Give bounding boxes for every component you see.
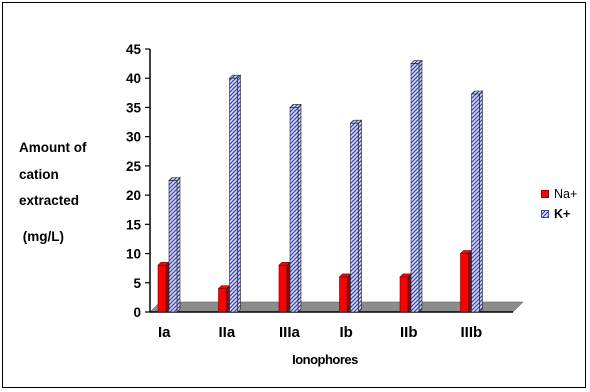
- chart-frame: Amount of cation extracted (mg/L) 0 5 10 15…: [2, 2, 586, 388]
- y-tick-label-20: 20: [126, 188, 141, 203]
- x-tick-label-Ib: Ib: [340, 324, 353, 341]
- x-axis-label: Ionophores: [292, 352, 358, 367]
- y-axis-label-line-4: (mg/L): [19, 229, 64, 244]
- y-tick-label-45: 45: [126, 42, 142, 57]
- legend: Na+ K+: [541, 184, 577, 224]
- bar-na-Ia: [157, 261, 170, 313]
- y-tick-label-0: 0: [133, 305, 141, 320]
- bar-k-Ib: [349, 119, 363, 313]
- bar-na-IIa: [217, 284, 231, 313]
- legend-swatch-na: [541, 190, 549, 198]
- x-tick-label-IIIb: IIIb: [461, 324, 483, 341]
- bar-k-Ia: [168, 176, 181, 313]
- legend-label-na: Na+: [554, 187, 578, 201]
- bar-k-IIIb: [470, 90, 484, 313]
- bar-chart: 0 5 10 15 20 25 30 35 40 45 Ia IIa IIIa Ib IIb IIIb Iono…: [126, 42, 524, 367]
- bar-k-IIb: [410, 59, 423, 313]
- x-tick-label-IIa: IIa: [219, 324, 236, 341]
- bar-na-IIIa: [278, 261, 291, 313]
- bar-k-IIIa: [289, 103, 302, 313]
- legend-item-na: Na+: [541, 184, 577, 204]
- bar-na-IIIb: [459, 249, 473, 313]
- y-axis-label-line-1: Amount of: [19, 140, 87, 155]
- y-axis-label-line-2: cation: [19, 167, 59, 182]
- x-tick-label-IIb: IIb: [400, 324, 418, 341]
- x-tick-label-IIIa: IIIa: [279, 324, 301, 341]
- bar-k-IIa: [228, 74, 242, 313]
- y-tick-label-35: 35: [126, 100, 142, 115]
- y-axis-label-line-3: extracted: [19, 193, 80, 208]
- x-tick-label-Ia: Ia: [158, 324, 171, 341]
- y-tick-label-25: 25: [126, 159, 142, 174]
- bar-na-IIb: [399, 273, 412, 313]
- y-tick-label-10: 10: [126, 247, 141, 262]
- bar-na-Ib: [338, 273, 352, 313]
- legend-item-k: K+: [541, 204, 577, 224]
- y-tick-label-15: 15: [126, 217, 142, 232]
- legend-label-k: K+: [554, 207, 571, 221]
- y-tick-label-40: 40: [126, 71, 141, 86]
- y-tick-label-30: 30: [126, 130, 141, 145]
- legend-swatch-k: [541, 210, 549, 218]
- y-tick-label-5: 5: [133, 276, 141, 291]
